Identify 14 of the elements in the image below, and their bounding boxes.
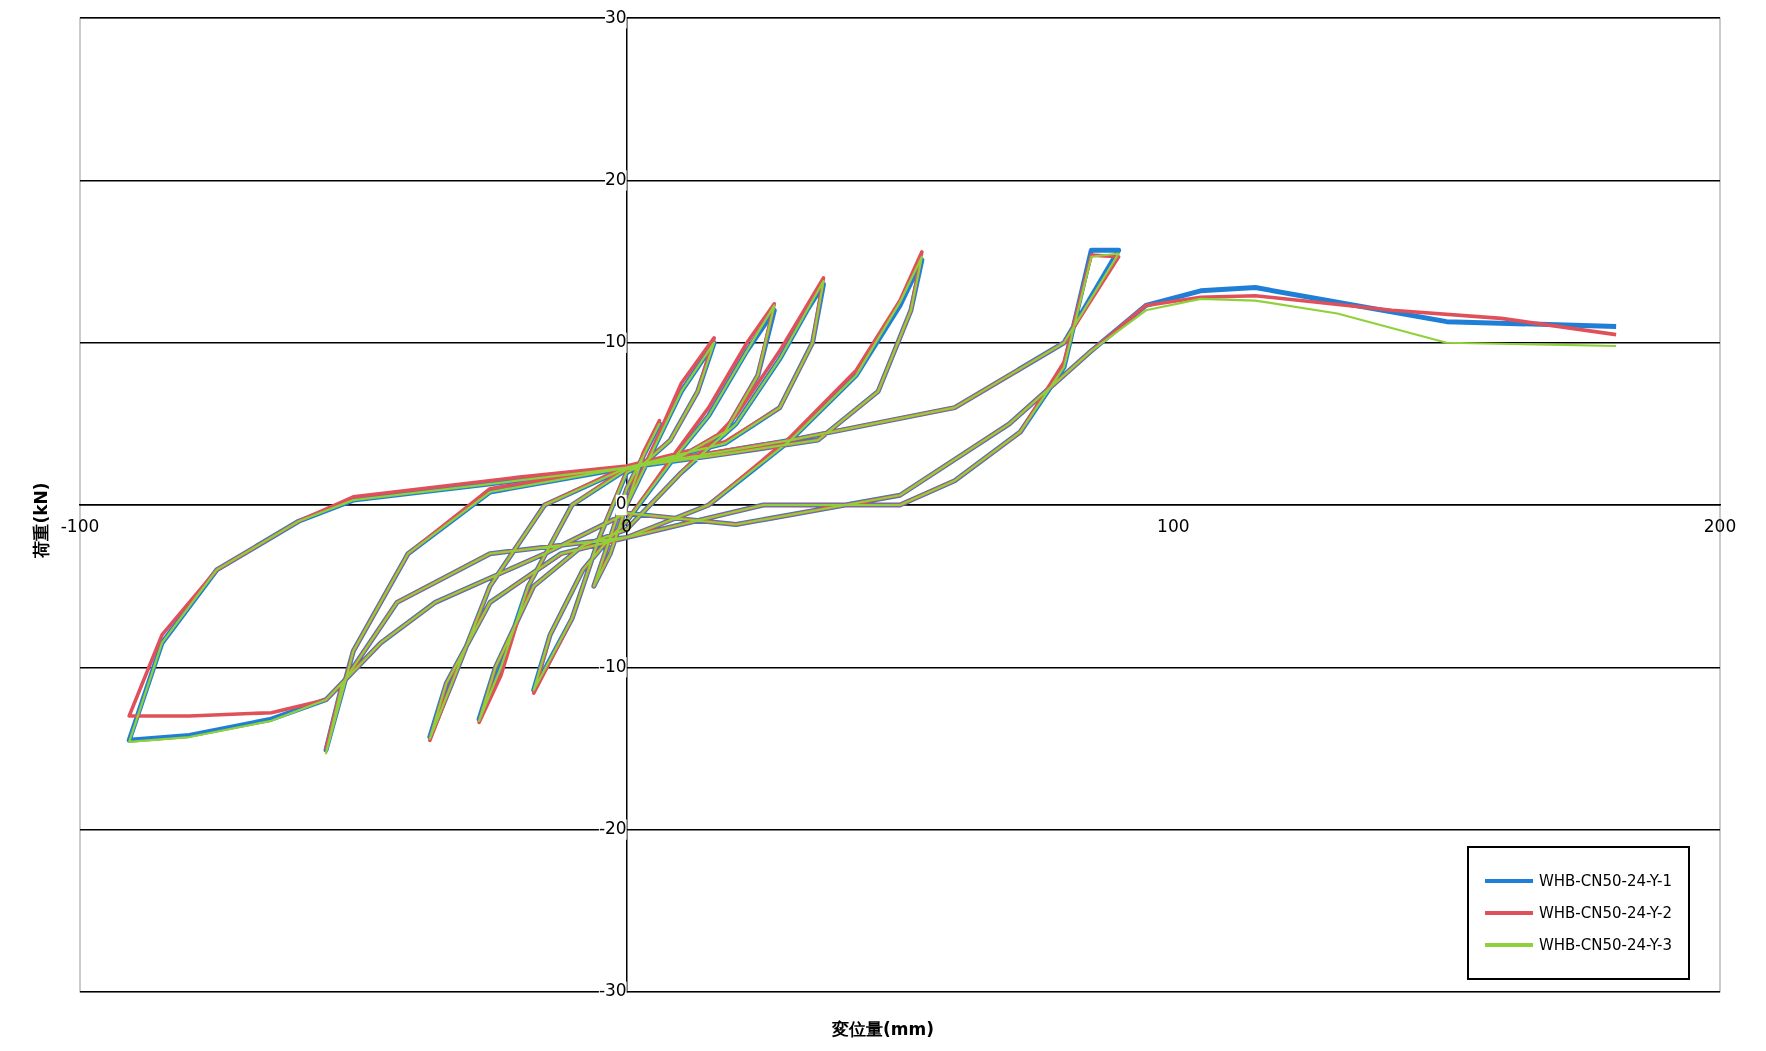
x-axis-title: 変位量(mm) [831,1018,935,1041]
legend-label: WHB-CN50-24-Y-1 [1538,871,1672,890]
x-tick-label: 100 [1157,515,1190,536]
y-tick-label: -20 [598,817,627,838]
legend-label: WHB-CN50-24-Y-3 [1538,935,1672,954]
y-tick-label: 20 [605,168,627,189]
x-tick-label: -100 [60,515,100,536]
y-tick-label: 30 [605,6,627,27]
y-tick-label: 10 [605,331,627,352]
y-tick-label: -10 [598,655,627,676]
legend-label: WHB-CN50-24-Y-2 [1538,903,1672,922]
y-axis-title: 荷重(kN) [30,482,53,558]
y-tick-label: -30 [598,980,627,1001]
x-tick-label: 200 [1703,515,1737,536]
